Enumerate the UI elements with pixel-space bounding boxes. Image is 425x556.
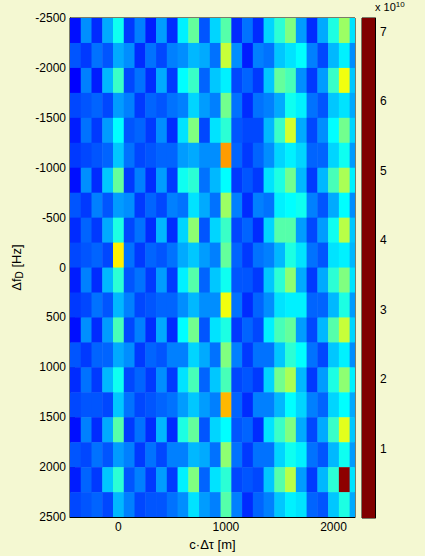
svg-text:x 10: x 10 <box>375 1 396 13</box>
svg-text:0: 0 <box>59 261 66 275</box>
svg-text:2500: 2500 <box>39 510 66 524</box>
svg-text:c·Δτ [m]: c·Δτ [m] <box>189 537 235 552</box>
svg-text:3: 3 <box>380 303 387 317</box>
svg-text:500: 500 <box>46 310 66 324</box>
svg-text:2000: 2000 <box>39 460 66 474</box>
svg-text:1000: 1000 <box>213 520 240 534</box>
svg-text:5: 5 <box>380 164 387 178</box>
svg-text:-1500: -1500 <box>35 111 66 125</box>
svg-text:2000: 2000 <box>320 520 347 534</box>
svg-text:Δf: Δf <box>9 278 24 291</box>
svg-text:2: 2 <box>380 372 387 386</box>
svg-text:10: 10 <box>396 0 405 9</box>
svg-text:[Hz]: [Hz] <box>9 244 24 271</box>
svg-text:-500: -500 <box>42 211 66 225</box>
svg-text:7: 7 <box>380 25 387 39</box>
svg-text:-2500: -2500 <box>35 11 66 25</box>
svg-text:1500: 1500 <box>39 410 66 424</box>
svg-text:-2000: -2000 <box>35 61 66 75</box>
svg-text:D: D <box>14 271 25 278</box>
svg-text:0: 0 <box>115 520 122 534</box>
svg-text:-1000: -1000 <box>35 161 66 175</box>
svg-text:1: 1 <box>380 442 387 456</box>
svg-text:6: 6 <box>380 94 387 108</box>
svg-text:4: 4 <box>380 233 387 247</box>
svg-text:1000: 1000 <box>39 360 66 374</box>
